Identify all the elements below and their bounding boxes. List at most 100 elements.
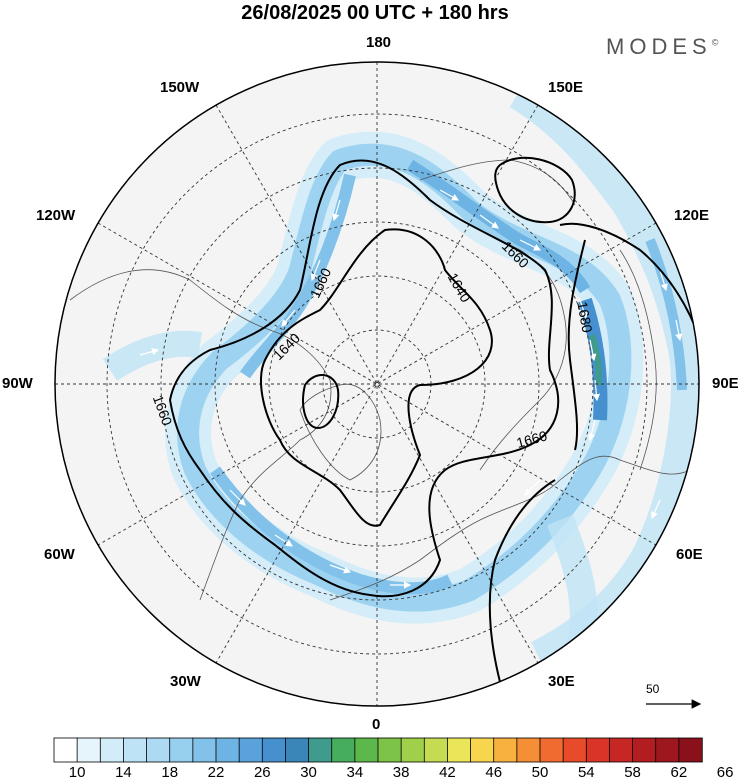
meridian: [215, 104, 539, 664]
logo-text: MODES: [606, 34, 712, 59]
label-lon-30e: 30E: [548, 673, 575, 690]
latitude-circle: [214, 221, 540, 547]
colorbar-tick-label: 42: [439, 764, 456, 781]
coastline-greenland: [299, 383, 382, 481]
latitude-circle: [160, 167, 594, 601]
reference-vector-label: 50: [646, 682, 660, 696]
colorbar-tick-label: 58: [624, 764, 641, 781]
graticule: [55, 62, 699, 706]
colorbar: [53, 737, 703, 763]
colorbar-swatch: [423, 737, 449, 763]
coastline-europe: [329, 455, 691, 601]
colorbar-swatch: [447, 737, 472, 763]
colorbar-swatch: [609, 737, 634, 763]
colorbar-tick-label: 38: [392, 764, 410, 781]
polar-map: 1640 1640 1660 1660 1660 1660 1680: [54, 61, 702, 709]
wind-vector: [524, 479, 541, 496]
wind-vector: [281, 309, 296, 327]
wind-vectors: [139, 109, 683, 589]
meridian: [97, 222, 657, 546]
colorbar-swatch: [76, 737, 101, 763]
wind-vector: [139, 348, 160, 356]
colorbar-tick-label: 18: [161, 764, 179, 781]
colorbar-tick-label: 50: [531, 764, 549, 781]
label-lon-180: 180: [366, 34, 392, 51]
height-contours: [168, 156, 699, 701]
jet-core-south: [210, 466, 453, 595]
jet-core-north: [406, 159, 591, 294]
wind-vector: [589, 339, 597, 362]
colorbar-swatch: [123, 737, 148, 763]
colorbar-swatch: [331, 737, 356, 763]
colorbar-swatch: [192, 737, 217, 763]
latitude-circle: [106, 113, 648, 655]
label-lon-120e: 120E: [674, 207, 710, 224]
colorbar-swatch: [285, 737, 310, 763]
colorbar-swatch: [146, 737, 171, 763]
label-lon-90e: 90E: [712, 375, 739, 392]
wind-vector: [479, 214, 499, 229]
jet-core-west: [240, 173, 356, 379]
colorbar-tick-label: 54: [577, 764, 595, 781]
label-lon-120w: 120W: [36, 207, 76, 224]
wind-vector: [439, 189, 460, 201]
logo-mark: ©: [711, 37, 719, 48]
jet-core-max: [589, 334, 602, 386]
colorbar-swatch: [655, 737, 680, 763]
label-lon-150w: 150W: [160, 79, 200, 96]
colorbar-tick-label: 26: [253, 764, 271, 781]
label-lon-150e: 150E: [548, 79, 584, 96]
wind-vector: [329, 564, 352, 574]
contour-1660-se: [488, 479, 556, 701]
jet-core-ne: [645, 238, 687, 391]
colorbar-swatch: [562, 737, 587, 763]
meridian: [97, 222, 657, 546]
latitude-circle: [268, 275, 486, 493]
colorbar-tick-label: 10: [68, 764, 86, 781]
colorbar-swatch: [400, 737, 425, 763]
colorbar-tick-label: 62: [670, 764, 688, 781]
modes-logo: MODES©: [606, 34, 718, 60]
contour-1660-main: [168, 159, 560, 598]
colorbar-tick-label: 46: [485, 764, 503, 781]
colorbar-swatch: [539, 737, 564, 763]
contour-label: 1680: [574, 300, 595, 334]
colorbar-tick-label: 34: [346, 764, 364, 781]
contour-1680: [559, 222, 699, 341]
wind-vector: [274, 534, 294, 547]
contour-1640-small: [302, 374, 340, 430]
contour-1680-inner: [567, 239, 586, 451]
colorbar-swatch: [261, 737, 287, 763]
jet-band-west: [102, 330, 203, 381]
chart-title: 26/08/2025 00 UTC + 180 hrs: [241, 2, 509, 24]
wind-vector: [332, 199, 341, 222]
colorbar-tick-label: 22: [207, 764, 225, 781]
wind-vector: [592, 379, 600, 402]
meridian: [215, 104, 539, 664]
label-lon-60w: 60W: [44, 546, 75, 563]
wind-vector: [310, 259, 321, 282]
contour-1640-ring: [259, 228, 493, 527]
colorbar-swatch: [354, 737, 379, 763]
colorbar-swatch: [53, 737, 78, 763]
colorbar-swatch: [215, 737, 240, 763]
contour-1660-ne-closed: [494, 156, 576, 224]
colorbar-tick-label: 30: [300, 764, 317, 781]
wind-vector: [659, 269, 668, 292]
colorbar-swatch: [238, 737, 263, 763]
contour-label: 1660: [515, 427, 549, 451]
wind-vector: [675, 319, 683, 342]
map-boundary: [54, 61, 700, 707]
wind-vector: [587, 419, 596, 442]
colorbar-swatch: [516, 737, 541, 763]
wind-vector: [651, 499, 661, 520]
label-lon-60e: 60E: [676, 546, 703, 563]
wind-vector: [519, 239, 542, 251]
colorbar-swatch: [99, 737, 125, 763]
colorbar-swatch: [308, 737, 333, 763]
colorbar-swatch: [632, 737, 657, 763]
colorbar-swatch: [377, 737, 402, 763]
coastline-east-asia: [619, 249, 657, 471]
wind-vector: [229, 489, 246, 506]
wind-vector: [579, 299, 588, 320]
